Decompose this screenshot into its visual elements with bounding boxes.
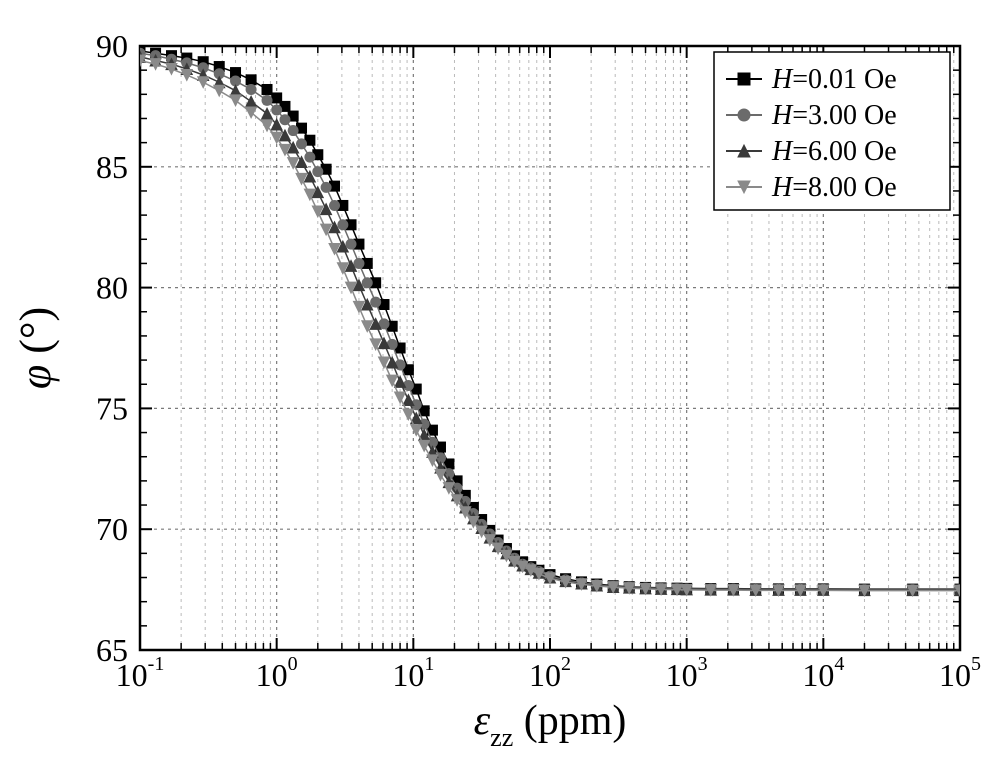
svg-text:H=6.00 Oe: H=6.00 Oe xyxy=(771,136,897,167)
chart-container: 10-1100101102103104105657075808590εzz (p… xyxy=(0,0,1000,764)
svg-text:80: 80 xyxy=(96,270,128,306)
svg-text:85: 85 xyxy=(96,149,128,185)
svg-text:70: 70 xyxy=(96,511,128,547)
svg-text:65: 65 xyxy=(96,632,128,668)
svg-text:90: 90 xyxy=(96,28,128,64)
svg-text:H=8.00 Oe: H=8.00 Oe xyxy=(771,172,897,203)
svg-text:H=3.00 Oe: H=3.00 Oe xyxy=(771,100,897,131)
chart-svg: 10-1100101102103104105657075808590εzz (p… xyxy=(0,0,1000,764)
svg-text:φ (°): φ (°) xyxy=(11,307,60,389)
svg-text:H=0.01 Oe: H=0.01 Oe xyxy=(771,64,897,95)
legend: H=0.01 Oe H=3.00 Oe H=6.00 Oe H=8.00 Oe xyxy=(714,52,950,210)
svg-text:75: 75 xyxy=(96,390,128,426)
